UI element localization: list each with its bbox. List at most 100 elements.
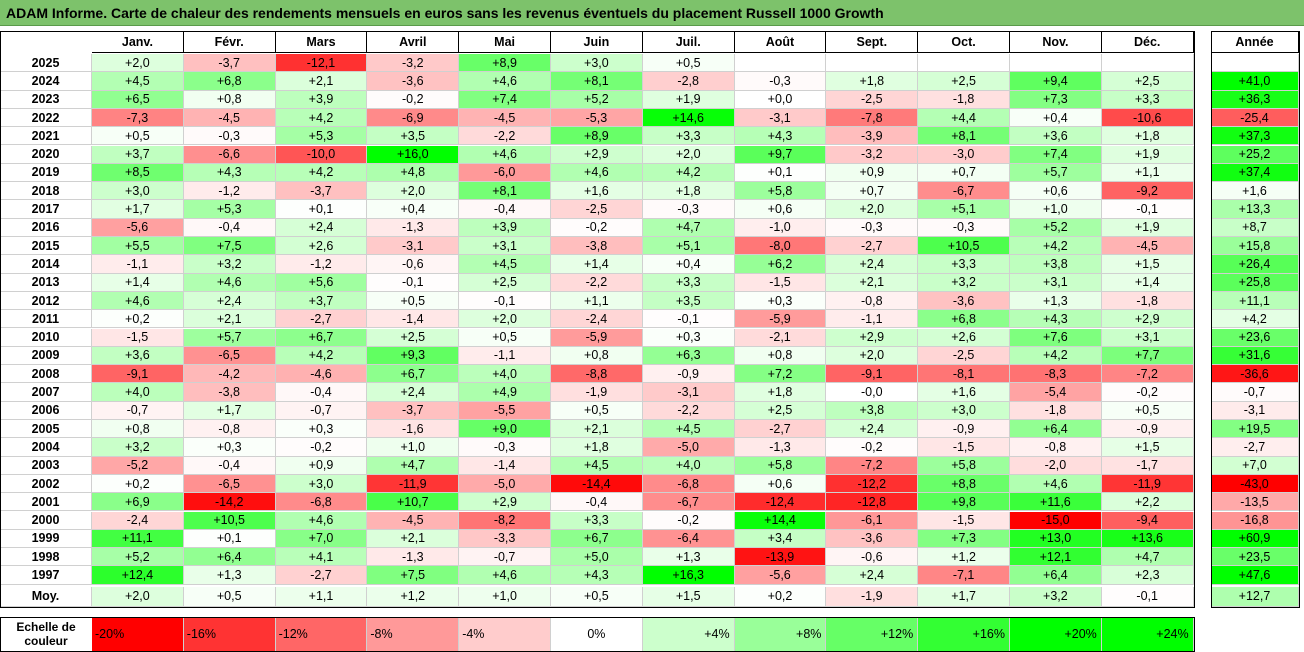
heatmap-cell: +5,1	[918, 200, 1010, 219]
heatmap-cell: -5,5	[459, 401, 551, 420]
heatmap-cell: +8,9	[551, 127, 643, 146]
heatmap-cell: -2,7	[275, 310, 368, 329]
heatmap-cell: +5,2	[1010, 218, 1102, 237]
heatmap-cell: +0,8	[183, 90, 276, 109]
heatmap-cell: +2,6	[275, 237, 368, 256]
year-label: 2007	[0, 383, 92, 402]
heatmap-cell: +3,7	[92, 145, 184, 164]
heatmap-cell: +1,5	[1101, 255, 1194, 274]
year-label: 2005	[0, 420, 92, 439]
heatmap-cell: -1,5	[734, 273, 827, 292]
heatmap-cell: +2,0	[459, 310, 551, 329]
heatmap-cell: +0,5	[459, 328, 551, 347]
heatmap-cell: +2,0	[826, 346, 919, 366]
heatmap-cell: -0,1	[1101, 200, 1194, 219]
average-cell: +1,2	[367, 586, 460, 607]
heatmap-cell: -2,4	[551, 310, 643, 329]
heatmap-cell: +0,2	[92, 474, 184, 494]
column-header: Juil.	[642, 31, 735, 53]
heatmap-cell: -6,7	[918, 182, 1010, 201]
heatmap-cell: +1,4	[92, 273, 184, 292]
heatmap-cell: +3,1	[1010, 273, 1102, 292]
annual-cell: +47,6	[1211, 566, 1299, 585]
heatmap-cell: +7,0	[275, 529, 368, 549]
heatmap-cell: -3,6	[918, 291, 1010, 311]
heatmap-cell	[826, 54, 919, 73]
heatmap-cell: +0,6	[734, 200, 827, 219]
heatmap-cell: +10,7	[367, 493, 460, 512]
annual-cell: +25,2	[1211, 145, 1299, 164]
heatmap-cell: +4,8	[367, 163, 460, 183]
annual-cell: +26,4	[1211, 255, 1299, 274]
color-scale-stop: +24%	[1101, 617, 1194, 651]
heatmap-cell: +4,2	[275, 163, 368, 183]
heatmap-cell: -0,9	[918, 420, 1010, 439]
heatmap-cell: -1,0	[734, 218, 827, 237]
heatmap-cell: +2,9	[551, 145, 643, 164]
heatmap-cell: -4,5	[367, 511, 460, 530]
heatmap-cell: +3,7	[275, 291, 368, 311]
heatmap-cell: +2,4	[826, 420, 919, 439]
heatmap-cell: +2,5	[1101, 72, 1194, 91]
heatmap-cell: +8,1	[459, 182, 551, 201]
heatmap-cell: -1,5	[918, 438, 1010, 457]
heatmap-cell: +2,5	[459, 273, 551, 292]
heatmap-cell: -10,6	[1101, 108, 1194, 128]
heatmap-cell: +1,2	[918, 548, 1010, 567]
year-label: 2017	[0, 200, 92, 219]
heatmap-cell: +1,9	[1101, 145, 1194, 164]
heatmap-cell: -1,4	[367, 310, 460, 329]
annual-cell: +11,1	[1211, 291, 1299, 311]
heatmap-cell: +1,4	[1101, 273, 1194, 292]
heatmap-cell: -5,3	[551, 108, 643, 128]
average-cell: +1,7	[918, 586, 1010, 607]
heatmap-cell: +4,6	[275, 511, 368, 530]
heatmap-cell: +3,3	[642, 273, 735, 292]
heatmap-cell: +4,2	[275, 108, 368, 128]
color-scale-stop: +12%	[826, 617, 919, 651]
heatmap-cell: +0,2	[92, 310, 184, 329]
heatmap-cell: +5,8	[918, 456, 1010, 475]
heatmap-cell: +4,0	[92, 383, 184, 402]
annual-cell: -3,1	[1211, 401, 1299, 420]
average-cell: -1,9	[826, 586, 919, 607]
heatmap-cell: +0,3	[642, 328, 735, 347]
year-label: 2016	[0, 218, 92, 237]
average-cell: +0,5	[551, 586, 643, 607]
heatmap-cell: +4,2	[1010, 346, 1102, 366]
heatmap-cell: +2,1	[367, 529, 460, 549]
heatmap-cell: +4,3	[734, 127, 827, 146]
heatmap-cell: +1,0	[367, 438, 460, 457]
heatmap-cell: -3,1	[642, 383, 735, 402]
heatmap-cell: -5,9	[551, 328, 643, 347]
annual-cell: +36,3	[1211, 90, 1299, 109]
heatmap-cell: +3,2	[918, 273, 1010, 292]
heatmap-cell: +1,8	[826, 72, 919, 91]
chart-title: ADAM Informe. Carte de chaleur des rende…	[0, 0, 1304, 26]
heatmap-cell: -0,2	[551, 218, 643, 237]
heatmap-cell: +3,8	[826, 401, 919, 420]
year-label: 2008	[0, 365, 92, 384]
heatmap-cell: +7,2	[734, 365, 827, 384]
heatmap-cell: +4,4	[918, 108, 1010, 128]
heatmap-cell: +0,4	[642, 255, 735, 274]
heatmap-cell: -8,2	[459, 511, 551, 530]
heatmap-cell: +2,4	[826, 566, 919, 585]
heatmap-cell: -9,1	[826, 365, 919, 384]
year-label: 2006	[0, 401, 92, 420]
heatmap-cell: +6,7	[551, 529, 643, 549]
heatmap-cell: +3,3	[918, 255, 1010, 274]
heatmap-cell: -7,1	[918, 566, 1010, 585]
heatmap-cell: -5,6	[734, 566, 827, 585]
heatmap-cell: -5,0	[459, 474, 551, 494]
heatmap-cell: +6,7	[367, 365, 460, 384]
heatmap-cell: -1,8	[1010, 401, 1102, 420]
heatmap-cell: +14,6	[642, 108, 735, 128]
heatmap-cell: +0,5	[551, 401, 643, 420]
heatmap-cell: -7,2	[1101, 365, 1194, 384]
heatmap-cell: +5,2	[92, 548, 184, 567]
heatmap-cell: -7,8	[826, 108, 919, 128]
heatmap-cell: -10,0	[275, 145, 368, 164]
heatmap-cell: -0,3	[459, 438, 551, 457]
heatmap-cell: -0,1	[367, 273, 460, 292]
